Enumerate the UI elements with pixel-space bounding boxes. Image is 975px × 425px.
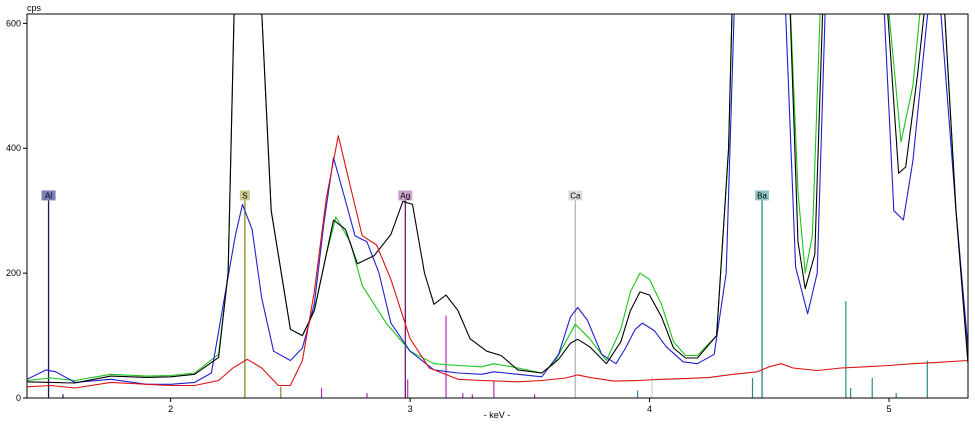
- x-tick-label: 2: [168, 404, 173, 414]
- spectrum-series: [27, 14, 968, 389]
- spectrum-line-3: [27, 14, 968, 384]
- y-axis-unit-label: cps: [27, 3, 42, 13]
- plot-frame: [26, 13, 969, 399]
- y-tick-label: 0: [16, 393, 21, 403]
- element-tag-ca: [568, 190, 583, 201]
- x-tick-label: 3: [408, 404, 413, 414]
- x-axis-label: - keV -: [484, 410, 511, 420]
- element-tag-label: Ca: [570, 191, 581, 200]
- x-tick-label: 4: [647, 404, 652, 414]
- spectrum-line-1: [27, 14, 968, 382]
- element-tag-label: S: [242, 191, 247, 200]
- element-markers: [47, 200, 763, 398]
- axis-ticks: 0 200 400 600 2 3 4 5: [6, 18, 892, 414]
- element-tag-label: Al: [45, 191, 52, 200]
- element-tag-al: [41, 190, 56, 201]
- element-tag-s: [239, 190, 250, 201]
- x-tick-label: 5: [886, 404, 891, 414]
- element-tags: Al S Ag Ca Ba: [41, 190, 770, 201]
- y-tick-label: 400: [6, 143, 21, 153]
- element-tag-ag: [398, 190, 413, 201]
- spectrum-line-2: [27, 14, 968, 385]
- element-tag-ba: [755, 190, 770, 201]
- spectrum-line-4: [27, 135, 968, 389]
- element-tag-label: Ag: [400, 191, 410, 200]
- minor-emission-lines: [62, 301, 928, 398]
- element-tag-label: Ba: [757, 191, 767, 200]
- y-tick-label: 600: [6, 18, 21, 28]
- y-tick-label: 200: [6, 268, 21, 278]
